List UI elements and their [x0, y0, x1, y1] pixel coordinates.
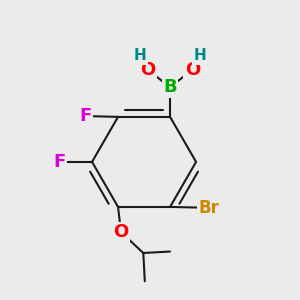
- Text: H: H: [194, 48, 206, 63]
- Text: O: O: [185, 61, 200, 79]
- Text: O: O: [113, 223, 129, 241]
- Text: F: F: [79, 107, 91, 125]
- Text: F: F: [53, 153, 65, 171]
- Text: Br: Br: [198, 199, 219, 217]
- Text: B: B: [163, 78, 177, 96]
- Text: H: H: [134, 48, 147, 63]
- Text: O: O: [140, 61, 155, 79]
